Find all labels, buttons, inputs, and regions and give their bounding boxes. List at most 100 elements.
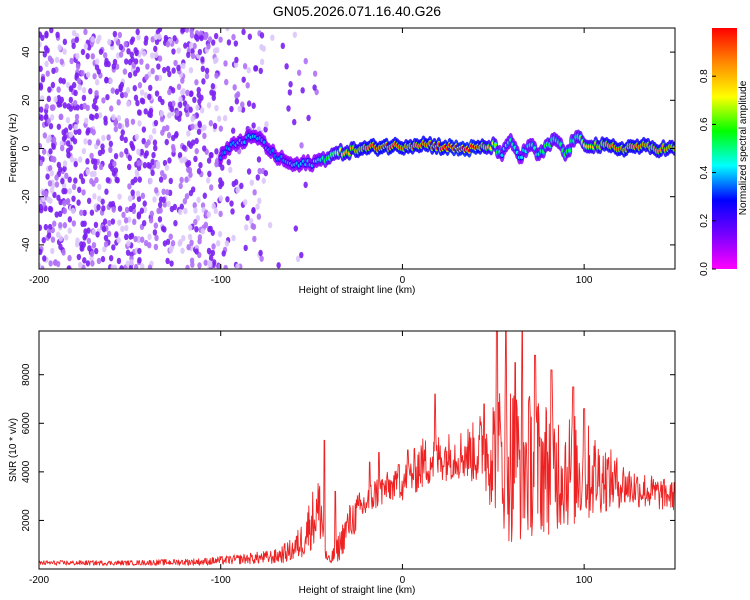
spectrogram-noise-cell: [161, 188, 166, 195]
spectrogram-noise-cell: [194, 226, 199, 233]
spectrogram-noise-cell: [144, 35, 149, 42]
spectrogram-noise-cell: [193, 218, 198, 226]
spectrogram-noise-cell: [199, 34, 204, 42]
spectrogram-noise-cell: [86, 127, 91, 134]
spectrogram-noise-cell: [194, 147, 199, 155]
spectrogram-noise-cell: [83, 138, 88, 145]
spectrogram-noise-cell: [134, 169, 139, 176]
spectrogram-noise-cell: [204, 31, 209, 39]
spectrogram-noise-cell: [48, 148, 53, 155]
spectrogram-noise-cell: [137, 247, 142, 255]
colorbar-ticks: 0.0 0.2 0.4 0.6 0.8: [699, 69, 716, 276]
spectrogram-noise-cell: [155, 160, 161, 168]
spectrogram-noise-cell: [59, 58, 64, 65]
spectrogram-noise-cell: [47, 180, 53, 187]
spectrogram-noise-cell: [202, 145, 207, 152]
spectrogram-noise-cell: [44, 103, 49, 110]
spectrogram-noise-cell: [58, 235, 64, 242]
snr-ylabel: SNR (10 * v/v): [8, 418, 19, 482]
spectrogram-noise-cell: [75, 52, 80, 60]
spectrogram-noise-cell: [247, 33, 253, 40]
spectrogram-noise-cell: [114, 231, 119, 239]
spectrogram-xtick-label: -200: [29, 275, 49, 286]
spectrogram-noise-cell: [270, 34, 275, 41]
spectrogram-noise-cell: [96, 257, 102, 265]
colorbar-gradient: [712, 28, 737, 269]
spectrogram-noise-cell: [90, 36, 96, 43]
spectrogram-noise-cell: [231, 234, 236, 242]
spectrogram-noise-cell: [62, 102, 68, 109]
spectrogram-noise-cell: [86, 197, 92, 205]
snr-xtick-label: 0: [400, 575, 406, 586]
spectrogram-noise-cell: [122, 68, 128, 75]
spectrogram-noise-cell: [82, 209, 87, 217]
spectrogram-noise-cell: [199, 107, 205, 114]
spectrogram-noise-cell: [140, 236, 145, 243]
spectrogram-noise-cell: [245, 214, 250, 221]
spectrogram-noise-cell: [47, 86, 52, 93]
spectrogram-noise-cell: [198, 161, 203, 169]
colorbar-label: Normalized spectral amplitude: [738, 80, 749, 215]
spectrogram-noise-cell: [189, 239, 194, 247]
spectrogram-noise-cell: [150, 169, 155, 177]
spectrogram-noise-cell: [223, 60, 228, 67]
spectrogram-noise-cell: [47, 55, 53, 62]
spectrogram-noise-cell: [60, 177, 65, 185]
spectrogram-noise-cell: [133, 58, 139, 65]
snr-ytick-label: 8000: [21, 363, 32, 386]
spectrogram-noise-cell: [68, 96, 74, 104]
spectrogram-noise-cell: [174, 109, 180, 117]
spectrogram-noise-cell: [181, 234, 186, 242]
spectrogram-noise-cell: [147, 111, 152, 118]
spectrogram-noise-cell: [54, 211, 59, 218]
spectrogram-noise-cell: [73, 128, 78, 135]
spectrogram-noise-cell: [204, 67, 210, 74]
spectrogram-noise-cell: [54, 56, 60, 64]
spectrogram-noise-cell: [91, 228, 96, 236]
spectrogram-noise-cell: [212, 259, 217, 266]
spectrogram-noise-cell: [126, 100, 131, 107]
spectrogram-noise-cell: [244, 224, 249, 231]
spectrogram-noise-cell: [207, 170, 212, 178]
spectrogram-noise-cell: [95, 37, 101, 45]
spectrogram-noise-cell: [102, 246, 107, 253]
spectrogram-noise-cell: [141, 50, 147, 57]
spectrogram-xtick-label: -100: [211, 275, 231, 286]
spectrogram-noise-cell: [176, 47, 181, 54]
spectrogram-noise-cell: [210, 83, 216, 90]
spectrogram-noise-cell: [101, 205, 106, 212]
spectrogram-noise-cell: [248, 218, 254, 225]
spectrogram-noise-cell: [40, 76, 46, 83]
spectrogram-noise-cell: [85, 71, 91, 78]
spectrogram-noise-cell: [71, 183, 77, 191]
spectrogram-noise-cell: [267, 221, 273, 229]
spectrogram-noise-cell: [229, 105, 234, 113]
spectrogram-noise-cell: [140, 263, 145, 269]
spectrogram-noise-cell: [74, 72, 80, 79]
spectrogram-noise-cell: [62, 165, 67, 172]
spectrogram-noise-cell: [231, 180, 236, 188]
spectrogram-noise-cell: [71, 195, 76, 202]
spectrogram-noise-cell: [73, 123, 79, 131]
spectrogram-noise-cell: [85, 52, 90, 60]
spectrogram-noise-cell: [39, 31, 43, 38]
spectrogram-noise-cell: [129, 51, 134, 58]
spectrogram-noise-cell: [167, 157, 172, 164]
spectrogram-cell-core: [493, 143, 498, 148]
spectrogram-noise-cell: [48, 260, 53, 267]
spectrogram-noise-cell: [215, 46, 220, 54]
spectrogram-noise-cell: [126, 240, 131, 247]
spectrogram-noise-cell: [71, 42, 76, 50]
spectrogram-noise-cell: [125, 249, 131, 256]
spectrogram-noise-cell: [162, 159, 168, 167]
spectrogram-noise-cell: [89, 255, 94, 262]
spectrogram-noise-cell: [209, 151, 214, 159]
spectrogram-noise-cell: [39, 143, 43, 150]
spectrogram-noise-cell: [81, 147, 87, 155]
spectrogram-noise-cell: [94, 79, 100, 86]
spectrogram-noise-cell: [83, 43, 89, 50]
spectrogram-noise-cell: [75, 63, 81, 70]
spectrogram-noise-cell: [105, 176, 111, 184]
spectrogram-noise-cell: [119, 134, 125, 142]
